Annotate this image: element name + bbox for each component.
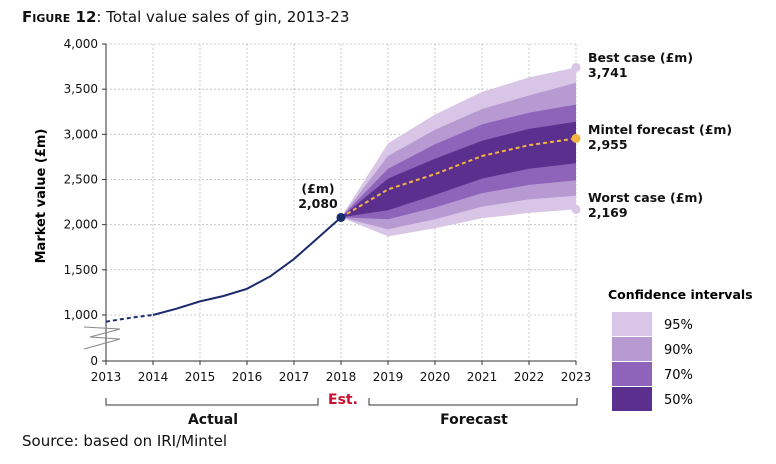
x-tick-label: 2015 xyxy=(185,370,216,384)
legend-swatch xyxy=(612,362,652,386)
y-tick-label: 3,000 xyxy=(64,127,98,141)
x-tick-label: 2017 xyxy=(279,370,310,384)
x-tick-label: 2020 xyxy=(420,370,451,384)
y-tick-labels: 0 1,000 1,500 2,000 2,500 3,000 3,500 4,000 xyxy=(64,37,98,368)
best-case-value: 3,741 xyxy=(588,65,628,80)
legend-swatch xyxy=(612,337,652,361)
forecast-line xyxy=(340,137,577,219)
source-note: Source: based on IRI/Mintel xyxy=(22,432,228,450)
est-unit-label: (£m) xyxy=(301,181,334,196)
forecast-point xyxy=(571,133,581,143)
x-tick-label: 2016 xyxy=(232,370,263,384)
forecast-label: Mintel forecast (£m) xyxy=(588,122,732,137)
forecast-value: 2,955 xyxy=(588,137,628,152)
legend-label: 50% xyxy=(664,393,693,408)
y-tick-label: 2,500 xyxy=(64,173,98,187)
axes xyxy=(83,43,577,365)
band-50-pct xyxy=(341,121,576,218)
chart-title: Figure 12: Total value sales of gin, 201… xyxy=(22,8,349,26)
legend-label: 90% xyxy=(664,343,693,358)
actual-line-early xyxy=(105,314,154,323)
segment-brackets xyxy=(105,398,578,406)
series-lines xyxy=(105,137,577,323)
x-tick-label: 2019 xyxy=(373,370,404,384)
x-tick-label: 2018 xyxy=(326,370,357,384)
y-tick-label: 3,500 xyxy=(64,82,98,96)
worst-case-label: Worst case (£m) xyxy=(588,190,703,205)
est-value-label: 2,080 xyxy=(298,196,338,211)
legend: 95% 90% 70% 50% xyxy=(612,312,693,411)
legend-title: Confidence intervals xyxy=(608,287,753,302)
y-tick-label: 0 xyxy=(90,354,98,368)
best-case-label: Best case (£m) xyxy=(588,50,693,65)
key-points xyxy=(336,62,581,222)
legend-label: 95% xyxy=(664,318,693,333)
x-tick-label: 2013 xyxy=(91,370,122,384)
y-axis-label: Market value (£m) xyxy=(34,129,49,264)
best-case-point xyxy=(571,62,581,72)
title-text: : Total value sales of gin, 2013-23 xyxy=(96,8,350,26)
y-tick-label: 2,000 xyxy=(64,218,98,232)
legend-label: 70% xyxy=(664,368,693,383)
segment-actual: Actual xyxy=(188,412,238,428)
segment-est: Est. xyxy=(328,392,358,408)
legend-swatch xyxy=(612,312,652,336)
x-tick-label: 2021 xyxy=(467,370,498,384)
y-tick-label: 4,000 xyxy=(64,37,98,51)
segment-forecast: Forecast xyxy=(440,412,508,428)
confidence-bands xyxy=(341,67,576,237)
x-tick-labels: 2013 2014 2015 2016 2017 2018 2019 2020 2021 2022… xyxy=(91,370,592,384)
x-tick-label: 2014 xyxy=(138,370,169,384)
x-tick-label: 2022 xyxy=(514,370,545,384)
legend-swatch xyxy=(612,387,652,411)
y-tick-label: 1,500 xyxy=(64,263,98,277)
axis-break xyxy=(83,326,121,350)
y-tick-label: 1,000 xyxy=(64,308,98,322)
actual-line xyxy=(152,216,342,316)
figure-label: Figure 12 xyxy=(22,8,97,26)
est-point xyxy=(336,212,346,222)
x-tick-label: 2023 xyxy=(561,370,592,384)
worst-case-point xyxy=(571,204,581,214)
worst-case-value: 2,169 xyxy=(588,205,628,220)
